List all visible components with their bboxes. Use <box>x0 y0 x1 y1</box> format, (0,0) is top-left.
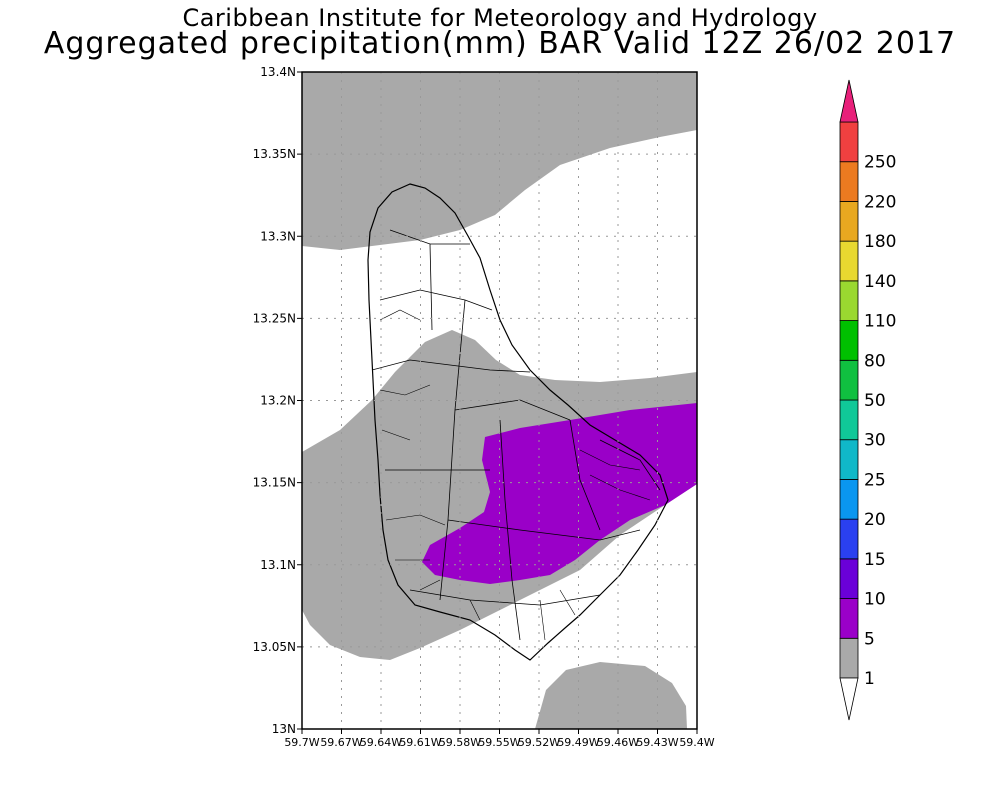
x-tick-label: 59.67W <box>320 736 362 749</box>
x-tick-label: 59.61W <box>399 736 441 749</box>
colorbar-label: 180 <box>864 232 896 252</box>
x-tick-label: 59.43W <box>636 736 678 749</box>
x-tick-label: 59.4W <box>679 736 714 749</box>
x-tick-label: 59.55W <box>478 736 520 749</box>
colorbar-segment <box>839 518 859 560</box>
river-lines <box>379 309 651 641</box>
colorbar-label: 25 <box>864 470 886 490</box>
island-coastline <box>367 183 669 661</box>
y-tick-label: 13N <box>272 722 296 736</box>
colorbar-segment <box>839 637 859 679</box>
colorbar-segment <box>839 439 859 480</box>
colorbar-label: 220 <box>864 192 896 212</box>
y-tick-label: 13.15N <box>253 476 296 490</box>
colorbar-segment <box>839 359 859 401</box>
plot-area <box>301 71 698 730</box>
x-tick-label: 59.64W <box>360 736 402 749</box>
colorbar-segment <box>839 280 859 321</box>
colorbar-label: 250 <box>864 153 896 173</box>
chart-subtitle: Aggregated precipitation(mm) BAR Valid 1… <box>43 26 957 61</box>
colorbar-label: 5 <box>864 629 875 649</box>
colorbar-label: 10 <box>864 590 886 610</box>
y-tick-label: 13.2N <box>260 394 296 408</box>
colorbar-label: 1 <box>864 669 875 689</box>
x-tick-label: 59.7W <box>284 736 319 749</box>
gray-region-southeast <box>535 662 687 729</box>
y-tick-label: 13.35N <box>253 147 296 161</box>
colorbar-segment <box>839 240 859 282</box>
colorbar-label: 20 <box>864 510 886 530</box>
colorbar-label: 50 <box>864 391 886 411</box>
colorbar-segment <box>839 479 859 520</box>
colorbar-segment <box>839 598 859 639</box>
y-tick-label: 13.1N <box>260 558 296 572</box>
colorbar-segment <box>839 121 859 163</box>
x-tick-label: 59.52W <box>518 736 560 749</box>
x-tick-label: 59.58W <box>439 736 481 749</box>
colorbar-max-triangle <box>839 79 859 123</box>
colorbar-segment <box>839 161 859 202</box>
grid-lines <box>302 72 697 729</box>
colorbar-segment <box>839 399 859 441</box>
colorbar-segment <box>839 558 859 599</box>
colorbar-segment <box>839 320 859 361</box>
colorbar-min-triangle <box>839 677 859 721</box>
colorbar-label: 80 <box>864 351 886 371</box>
y-axis: 13N 13.05N 13.1N 13.15N 13.2N 13.25N 13.3N 13.3… <box>253 65 302 736</box>
y-tick-label: 13.3N <box>260 229 296 243</box>
y-tick-label: 13.4N <box>260 65 296 79</box>
y-tick-label: 13.25N <box>253 311 296 325</box>
colorbar-segment <box>839 201 859 242</box>
colorbar-label: 110 <box>864 312 896 332</box>
x-tick-label: 59.46W <box>597 736 639 749</box>
x-axis: 59.7W 59.67W59.64W59.61W59.58W59.55W59.52… <box>284 729 715 749</box>
colorbar-label: 140 <box>864 272 896 292</box>
colorbar-label: 30 <box>864 431 886 451</box>
colorbar-label: 15 <box>864 550 886 570</box>
y-tick-label: 13.05N <box>253 640 296 654</box>
chart-title: Caribbean Institute for Meteorology and … <box>182 4 818 32</box>
x-tick-label: 59.49W <box>557 736 599 749</box>
